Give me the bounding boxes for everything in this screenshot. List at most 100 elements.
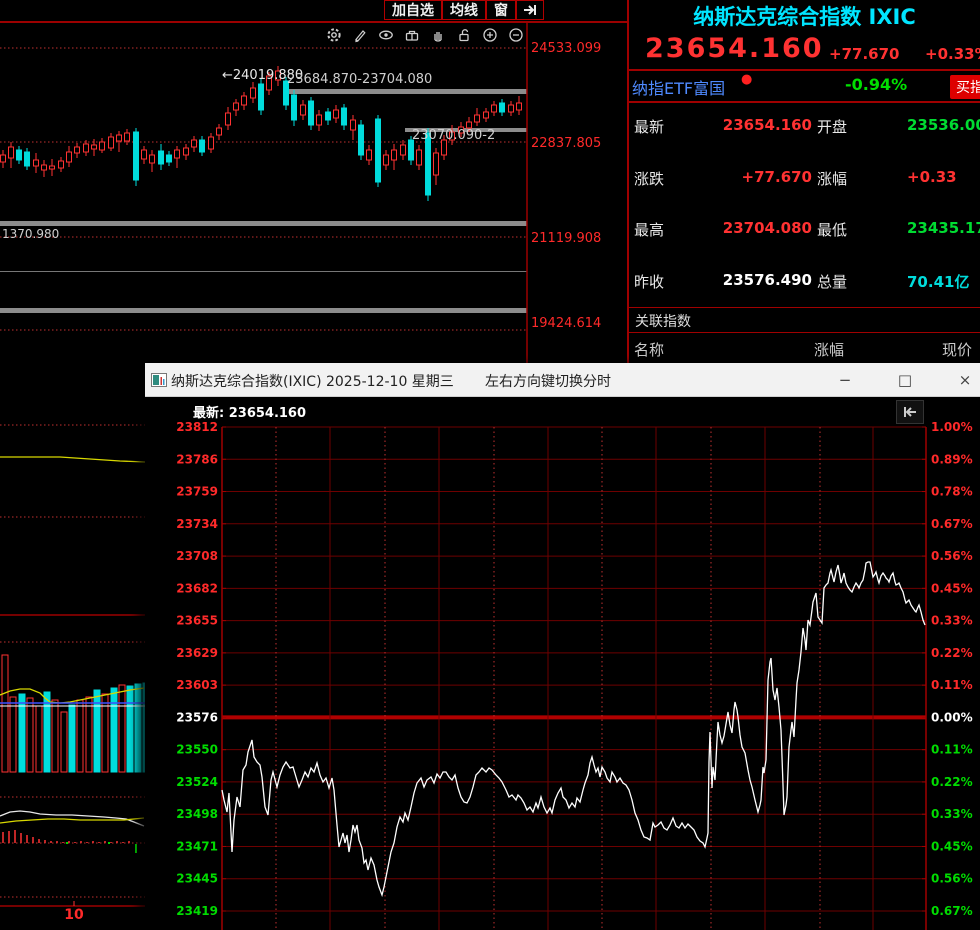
buy-index-button[interactable]: 买指数 [950,75,980,99]
zoom-out-icon[interactable] [507,26,524,43]
volume-bar [93,689,101,773]
candle-body [83,143,89,153]
candle-body [49,165,55,170]
pct-axis-label: 0.89% [931,452,973,466]
candle-body [275,70,281,81]
candle-body [400,144,406,156]
price-axis-label: 23708 [176,549,218,563]
quote-label: 总量 [817,272,848,291]
volume-bar [134,683,142,773]
unlock-icon[interactable] [455,26,472,43]
candle-body [174,149,180,159]
candle-body [183,147,189,156]
price-change: +77.670 [829,45,900,63]
volume-bar [26,697,34,773]
candle-body [308,100,314,126]
quote-value: 23536.00 [907,116,980,134]
indicator-yellow-line [0,817,145,824]
skip-to-start-icon [904,407,916,417]
volume-bar [76,699,84,773]
kline-axis-label: 19424.614 [531,316,601,331]
zoom-in-icon[interactable] [481,26,498,43]
candle-body [133,131,139,181]
toolbox-icon[interactable] [403,26,420,43]
volume-bar [118,684,126,773]
quote-label: 最高 [634,221,665,239]
pct-axis-label: 0.56% [931,872,973,886]
volume-bar [101,693,109,773]
price-axis-label: 23812 [176,420,218,434]
divider [629,307,980,308]
toolbar-divider [0,21,627,23]
related-col-2: 涨幅 [814,341,845,359]
candle-body [491,104,497,113]
kline-tool-icons [325,24,525,45]
candle-body [375,118,381,183]
candle-body [291,94,297,121]
pct-axis-label: 0.11% [931,743,973,757]
candle-body [233,102,239,111]
volume-bar [43,691,51,773]
close-button[interactable]: × [958,371,972,389]
candle-body [341,107,347,126]
pct-axis-label: 1.00% [931,420,973,434]
quote-panel: 纳斯达克综合指数 IXIC 23654.160 +77.670 +0.33% 纳… [627,0,980,363]
maximize-button[interactable]: □ [897,371,913,389]
candle-body [0,154,6,163]
volume-bar [9,696,17,773]
arrow-to-right-bar-icon[interactable] [516,0,544,20]
candle-body [241,95,247,106]
gap-zone-bar [405,128,527,132]
price-axis-label: 23576 [176,710,218,724]
candle-body [16,149,22,161]
pct-axis-label: 0.00% [931,710,973,724]
toolbar-button-均线[interactable]: 均线 [442,0,486,20]
candle-body [316,114,322,126]
candle-body [449,131,455,141]
popup-titlebar[interactable]: 纳斯达克综合指数(IXIC) 2025-12-10 星期三 左右方向键切换分时 … [145,363,980,397]
indicator-white-line [0,810,145,827]
volume-bar [68,704,76,773]
quote-label: 昨收 [634,272,665,291]
kline-axis-label: 22837.805 [531,136,601,151]
quote-label: 开盘 [817,118,848,136]
volume-bar [126,685,134,773]
volume-bar [85,696,93,773]
minimize-button[interactable]: − [838,371,852,389]
price-axis-label: 23759 [176,485,218,499]
candle-body [74,146,80,154]
toolbar-button-窗[interactable]: 窗 [486,0,516,20]
divider [629,332,980,333]
volume-bar [18,693,26,773]
divider [629,101,980,103]
candle-body [325,111,331,121]
candle-body [458,126,464,134]
price-change-pct: +0.33% [925,45,980,63]
price-axis-label: 23445 [176,872,218,886]
eye-icon[interactable] [377,26,394,43]
candle-body [416,149,422,166]
volume-bar [110,687,118,773]
annotation-gap1: 23684.870-23704.080 [287,72,432,87]
skip-to-start-button[interactable] [896,400,924,424]
candle-body [433,152,439,176]
candle-body [266,75,272,91]
etf-link[interactable]: 纳指ETF富国 [632,79,726,98]
price-axis-label: 23682 [176,581,218,595]
candle-body [333,109,339,119]
hand-icon[interactable] [429,26,446,43]
pct-axis-label: 0.33% [931,614,973,628]
kline-axis-label: 24533.099 [531,41,601,56]
gear-icon[interactable] [325,26,342,43]
annotation-left: 1370.980 [2,227,59,241]
candle-body [358,124,364,156]
popup-app-icon [151,373,167,387]
pct-axis-label: 0.78% [931,485,973,499]
toolbar-button-加自选[interactable]: 加自选 [384,0,442,20]
candle-body [250,87,256,99]
candle-body [474,114,480,123]
pen-icon[interactable] [351,26,368,43]
intraday-plot[interactable]: 23812 1.00% 23786 0.89% 23759 0.78% 23734 0.67%… [145,397,980,930]
candle-body [441,139,447,156]
related-index-header: 关联指数 [635,314,691,330]
